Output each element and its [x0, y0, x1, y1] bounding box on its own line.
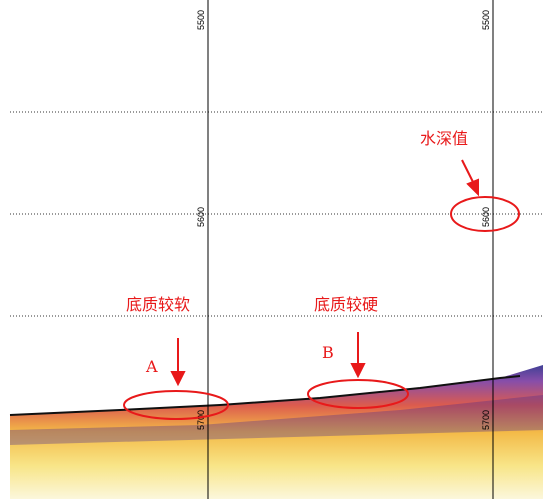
sonar-view: 5500 5600 5700 5500 5600 5700 水深值 底质较软 底质较硬 A… [0, 0, 543, 499]
depth-value-note: 水深值 [420, 129, 468, 148]
depth-label: 5600 [196, 207, 206, 227]
label-a: A [145, 357, 158, 376]
depth-label: 5700 [196, 410, 206, 430]
depth-label: 5500 [481, 10, 491, 30]
arrow [462, 160, 474, 184]
arrowhead [172, 372, 184, 384]
arrowhead [468, 180, 478, 194]
label-b: B [322, 343, 334, 362]
depth-label: 5500 [196, 10, 206, 30]
arrowhead [352, 364, 364, 376]
hard-note: 底质较硬 [314, 295, 378, 314]
depth-labels: 5500 5600 5700 5500 5600 5700 [196, 10, 491, 430]
annotations [124, 160, 519, 419]
depth-label: 5600 [481, 207, 491, 227]
soft-note: 底质较软 [126, 295, 190, 314]
depth-label: 5700 [481, 410, 491, 430]
